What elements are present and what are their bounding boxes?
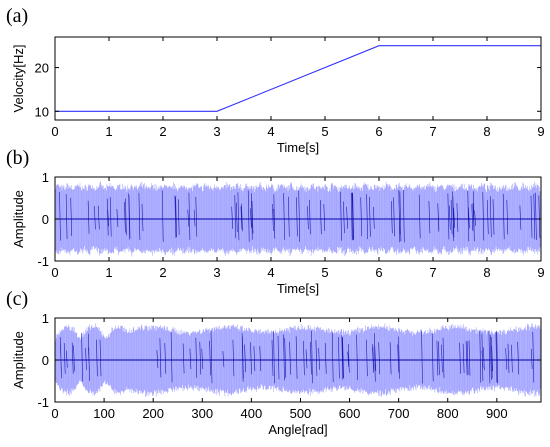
panel-label: (a) bbox=[6, 5, 28, 27]
y-axis-label: Amplitude bbox=[11, 331, 26, 389]
x-tick-label: 3 bbox=[213, 265, 220, 280]
x-tick-label: 7 bbox=[429, 124, 436, 139]
x-axis-label: Angle[rad] bbox=[268, 422, 327, 437]
x-tick-label: 800 bbox=[437, 406, 459, 421]
x-tick-label: 700 bbox=[388, 406, 410, 421]
y-tick-label: -1 bbox=[37, 395, 49, 410]
signal-series bbox=[55, 181, 541, 257]
x-tick-label: 4 bbox=[267, 124, 274, 139]
x-tick-label: 1 bbox=[105, 265, 112, 280]
x-tick-label: 1 bbox=[105, 124, 112, 139]
panel-label: (c) bbox=[6, 288, 28, 310]
x-tick-label: 200 bbox=[142, 406, 164, 421]
x-tick-label: 9 bbox=[537, 265, 544, 280]
velocity-chart: (a) 0 1 2 3 4 5 6 7 8 9 10 20 Time[s] Velocity[Hz] bbox=[6, 5, 545, 155]
x-tick-label: 4 bbox=[267, 265, 274, 280]
signal-spikes bbox=[60, 330, 535, 384]
x-tick-label: 0 bbox=[51, 406, 58, 421]
x-axis-label: Time[s] bbox=[277, 140, 319, 155]
x-tick-label: 0 bbox=[51, 124, 58, 139]
x-tick-label: 100 bbox=[93, 406, 115, 421]
panel-label: (b) bbox=[6, 147, 29, 169]
x-tick-label: 5 bbox=[321, 265, 328, 280]
x-tick-label: 400 bbox=[241, 406, 263, 421]
velocity-series-line bbox=[55, 45, 541, 112]
x-tick-label: 900 bbox=[486, 406, 508, 421]
signal-series bbox=[55, 323, 541, 397]
x-tick-label: 500 bbox=[290, 406, 312, 421]
x-tick-label: 2 bbox=[159, 124, 166, 139]
y-tick-label: 0 bbox=[42, 353, 49, 368]
x-tick-label: 9 bbox=[537, 124, 544, 139]
y-tick-label: 20 bbox=[35, 61, 49, 76]
y-tick-label: -1 bbox=[37, 254, 49, 269]
y-tick-label: 10 bbox=[35, 104, 49, 119]
plot-frame bbox=[54, 36, 542, 121]
y-axis-label: Amplitude bbox=[11, 190, 26, 248]
y-axis-label: Velocity[Hz] bbox=[11, 45, 26, 113]
x-tick-label: 8 bbox=[483, 265, 490, 280]
x-tick-label: 7 bbox=[429, 265, 436, 280]
x-tick-label: 3 bbox=[213, 124, 220, 139]
angle-signal-chart: (c)0 100 200 300 400 500 600 700 800 900-101Angle… bbox=[6, 288, 542, 437]
y-tick-label: 1 bbox=[42, 311, 49, 326]
x-tick-label: 5 bbox=[321, 124, 328, 139]
y-tick-label: 1 bbox=[42, 170, 49, 185]
x-tick-label: 8 bbox=[483, 124, 490, 139]
x-tick-label: 300 bbox=[191, 406, 213, 421]
x-tick-label: 0 bbox=[51, 265, 58, 280]
x-axis-label: Time[s] bbox=[277, 281, 319, 296]
y-tick-label: 0 bbox=[42, 212, 49, 227]
signal-spikes bbox=[59, 189, 541, 243]
x-tick-label: 6 bbox=[375, 265, 382, 280]
x-tick-label: 2 bbox=[159, 265, 166, 280]
x-tick-label: 600 bbox=[339, 406, 361, 421]
x-tick-label: 6 bbox=[375, 124, 382, 139]
